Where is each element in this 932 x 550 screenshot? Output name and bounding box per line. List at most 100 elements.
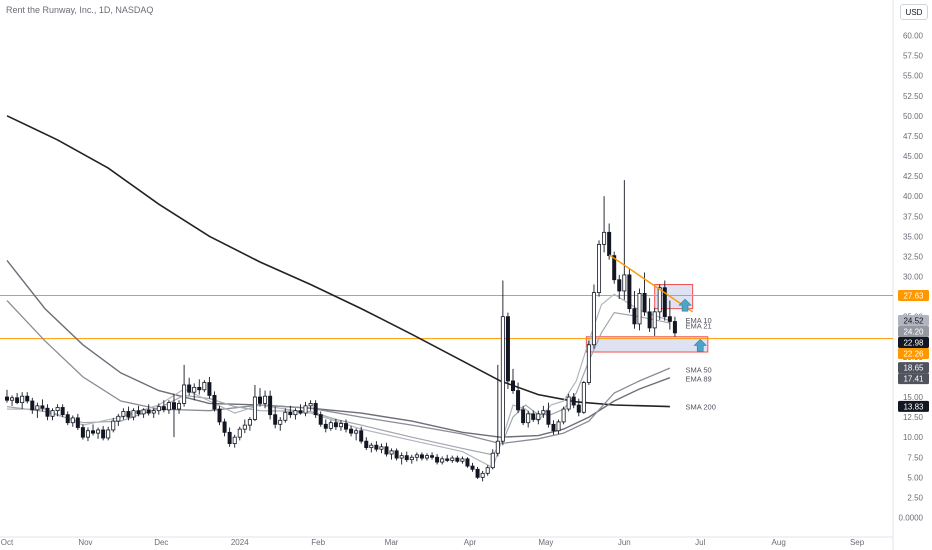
candle xyxy=(45,404,50,421)
indicator-label: EMA 10 xyxy=(685,316,711,325)
candle xyxy=(344,419,349,433)
candle-body xyxy=(354,430,359,434)
y-tick-label: 0.0000 xyxy=(899,514,924,523)
candle xyxy=(551,420,556,435)
price-axis-label-text: 13.83 xyxy=(903,402,924,411)
candle xyxy=(445,454,450,463)
candle-body xyxy=(576,404,581,413)
candle-body xyxy=(96,429,101,434)
candle-body xyxy=(359,430,364,442)
candle xyxy=(75,413,80,430)
price-axis-label-bg xyxy=(898,337,929,349)
candle-body xyxy=(212,394,217,410)
candle-body xyxy=(60,407,65,416)
candle xyxy=(495,364,500,457)
candle xyxy=(96,427,101,439)
candle-body xyxy=(85,430,90,438)
up-arrow-icon xyxy=(678,298,692,312)
candle xyxy=(177,400,182,414)
candle xyxy=(202,380,207,393)
candle xyxy=(566,393,571,412)
candle xyxy=(384,442,389,457)
candle xyxy=(227,427,232,447)
currency-button[interactable]: USD xyxy=(900,4,928,20)
series-line xyxy=(6,300,671,445)
candle xyxy=(197,379,202,395)
candle xyxy=(475,466,480,479)
candle xyxy=(156,403,161,415)
candle-body xyxy=(612,255,617,281)
candle-body xyxy=(566,396,571,410)
candle xyxy=(389,448,394,460)
candle-body xyxy=(25,395,30,402)
candle-body xyxy=(222,421,227,433)
candle-body xyxy=(91,430,96,434)
candle-body xyxy=(293,410,298,416)
candle xyxy=(126,406,131,421)
zone-rect xyxy=(585,336,709,353)
candle xyxy=(192,383,197,401)
candle xyxy=(222,418,227,437)
candle-body xyxy=(207,382,212,396)
candle-body xyxy=(338,423,343,428)
candle xyxy=(536,410,541,425)
price-axis-label-text: 27.63 xyxy=(903,292,924,301)
candle-body xyxy=(510,380,515,391)
candle xyxy=(247,417,252,431)
candle-body xyxy=(349,428,354,434)
candle xyxy=(20,392,25,410)
price-axis-label-bg xyxy=(898,362,929,374)
candle-body xyxy=(116,415,121,422)
candle xyxy=(460,456,465,464)
candle-body xyxy=(374,444,379,450)
price-axis-label: 18.65 xyxy=(898,362,929,374)
x-tick-label: Feb xyxy=(311,538,325,547)
candle-body xyxy=(450,457,455,461)
candle xyxy=(541,405,546,418)
x-tick-label: Apr xyxy=(464,538,477,547)
candle xyxy=(35,402,40,418)
candle xyxy=(141,408,146,418)
candle xyxy=(607,223,612,260)
candle xyxy=(273,406,278,429)
candle-body xyxy=(131,410,136,418)
price-axis-label: 27.63 xyxy=(898,290,929,302)
candle xyxy=(622,180,627,300)
candle-body xyxy=(394,450,399,459)
price-axis-label-text: 22.26 xyxy=(903,350,924,359)
candle-body xyxy=(126,411,131,418)
candle-body xyxy=(460,458,465,462)
candle xyxy=(500,280,505,446)
y-tick-label: 40.00 xyxy=(903,192,924,201)
candle xyxy=(430,452,435,460)
y-tick-label: 12.50 xyxy=(903,413,924,422)
candle xyxy=(268,390,273,420)
candle-body xyxy=(404,455,409,461)
candle-body xyxy=(516,390,521,411)
candle-body xyxy=(617,279,622,292)
candle xyxy=(25,392,30,404)
candle xyxy=(65,411,70,426)
candle-body xyxy=(591,292,596,346)
candle-body xyxy=(10,397,15,401)
candle xyxy=(399,452,404,465)
price-axis-label: 22.26 xyxy=(898,348,929,360)
candle-body xyxy=(430,455,435,458)
x-tick-label: Jun xyxy=(618,538,631,547)
candle xyxy=(70,415,75,427)
candle-body xyxy=(384,446,389,455)
candle xyxy=(257,388,262,407)
candle-body xyxy=(475,468,480,478)
candle-body xyxy=(5,396,10,401)
candle-body xyxy=(182,384,187,404)
candle xyxy=(586,340,591,385)
y-tick-label: 55.00 xyxy=(903,72,924,81)
indicator-label: SMA 200 xyxy=(685,403,715,412)
candle-body xyxy=(521,409,526,424)
candle xyxy=(323,419,328,433)
candle-body xyxy=(637,292,642,325)
candle-body xyxy=(440,458,445,463)
candle-body xyxy=(166,402,171,411)
candle xyxy=(647,298,652,332)
